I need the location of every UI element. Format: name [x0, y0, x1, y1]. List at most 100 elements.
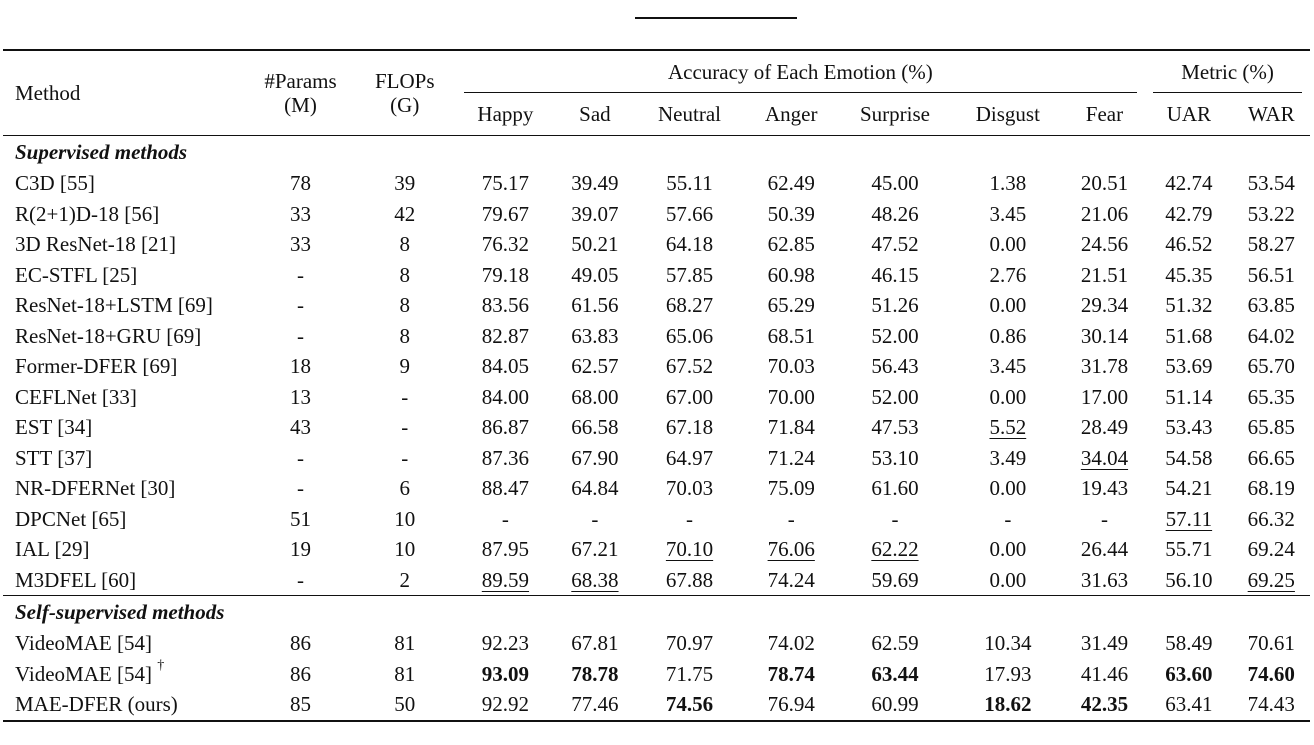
value-cell: 31.63	[1064, 565, 1145, 596]
value-cell: 82.87	[456, 321, 556, 352]
value-cell: 0.86	[952, 321, 1064, 352]
value-text: 3.49	[989, 445, 1027, 470]
value-cell: 62.85	[744, 229, 838, 260]
value-cell: 56.10	[1145, 565, 1232, 596]
method-name: M3DFEL [60]	[15, 567, 137, 592]
value-text: 0.00	[989, 476, 1027, 500]
value-text: 54.21	[1165, 476, 1213, 500]
value-cell: -	[744, 504, 838, 535]
params-cell: 51	[289, 506, 311, 531]
value-cell: 0.00	[952, 290, 1064, 321]
value-cell: 70.10	[635, 534, 745, 565]
value-text: 39.49	[571, 171, 619, 195]
value-cell: 65.85	[1233, 412, 1310, 443]
params-cell: -	[296, 445, 304, 470]
value-cell: 57.66	[635, 199, 745, 230]
table-row: NR-DFERNet [30] - 6 88.47 64.84 70.03 75.09 61.…	[3, 473, 1310, 504]
value-cell: 39.07	[555, 199, 634, 230]
value-text: 53.43	[1165, 415, 1213, 439]
value-cell: 84.05	[456, 351, 556, 382]
table-row: VideoMAE [54] 86 81 92.23 67.81 70.97 74.02 62.…	[3, 628, 1310, 659]
value-text: 61.56	[571, 293, 619, 317]
value-cell: 68.19	[1233, 473, 1310, 504]
value-cell: -	[952, 504, 1064, 535]
value-cell: 77.46	[555, 689, 635, 722]
value-text: 18.62	[984, 692, 1032, 716]
value-text: 65.70	[1247, 354, 1295, 378]
value-text: 21.51	[1080, 262, 1129, 287]
value-text: 42.35	[1080, 692, 1129, 716]
value-cell: 66.58	[555, 412, 634, 443]
value-text: 58.27	[1247, 232, 1295, 256]
value-text: 52.00	[871, 384, 919, 409]
value-cell: 68.51	[744, 321, 838, 352]
value-cell: 60.99	[838, 689, 952, 722]
value-cell: 63.85	[1233, 290, 1310, 321]
params-cell: -	[296, 567, 304, 592]
value-text: 31.49	[1080, 631, 1129, 655]
flops-cell: 9	[399, 354, 410, 378]
value-text: 46.15	[871, 262, 919, 287]
value-text: 78.78	[571, 661, 619, 686]
value-text: 63.60	[1165, 661, 1213, 686]
value-text: 76.94	[767, 692, 815, 716]
header-flops-line2: (G)	[390, 93, 420, 117]
method-name: IAL [29]	[15, 537, 90, 561]
value-cell: 53.54	[1233, 168, 1310, 199]
value-cell: 47.52	[838, 229, 952, 260]
header-accuracy-group: Accuracy of Each Emotion (%)	[456, 50, 1146, 93]
value-text: 62.59	[871, 631, 919, 655]
value-text: 76.06	[767, 537, 815, 561]
value-cell: 86.87	[456, 412, 556, 443]
header-metric-group: Metric (%)	[1145, 50, 1310, 93]
params-cell: -	[296, 293, 304, 317]
value-cell: 64.97	[635, 443, 745, 474]
table-row: Former-DFER [69] 18 9 84.05 62.57 67.52 70.03 5…	[3, 351, 1310, 382]
value-text: 63.85	[1247, 293, 1295, 317]
value-text: 89.59	[481, 567, 530, 592]
value-cell: 74.43	[1232, 689, 1310, 722]
value-cell: 49.05	[555, 260, 634, 291]
flops-cell: 81	[394, 661, 416, 686]
value-text: 67.88	[665, 567, 714, 592]
value-text: 57.66	[665, 201, 714, 226]
value-text: 0.00	[989, 293, 1027, 317]
value-cell: 45.00	[838, 168, 952, 199]
params-cell: 86	[289, 631, 311, 655]
value-text: 10.34	[984, 631, 1032, 655]
value-cell: 63.44	[838, 659, 952, 690]
value-cell: 67.18	[635, 412, 745, 443]
value-cell: 53.22	[1233, 199, 1310, 230]
header-emotion-disgust: Disgust	[975, 102, 1040, 126]
value-text: 51.14	[1165, 384, 1213, 409]
value-text: 71.24	[767, 445, 815, 470]
value-cell: 70.97	[635, 628, 745, 659]
value-cell: 64.02	[1233, 321, 1310, 352]
method-cell: NR-DFERNet [30]	[3, 473, 247, 504]
header-emotion-happy: Happy	[477, 102, 534, 126]
value-cell: 74.02	[744, 628, 838, 659]
params-cell: 18	[289, 354, 311, 378]
method-name: EST [34]	[15, 415, 93, 439]
value-cell: 79.18	[456, 260, 556, 291]
value-cell: 21.51	[1064, 260, 1145, 291]
table-row: STT [37] - - 87.36 67.90 64.97 71.24 53.10 3.49 3…	[3, 443, 1310, 474]
value-cell: 42.74	[1145, 168, 1232, 199]
value-cell: 67.00	[635, 382, 745, 413]
method-name: DPCNet [65]	[15, 506, 127, 531]
value-cell: 71.75	[635, 659, 745, 690]
value-cell: 76.32	[456, 229, 556, 260]
method-cell: CEFLNet [33]	[3, 382, 247, 413]
value-text: 20.51	[1080, 171, 1129, 195]
value-cell: 46.52	[1145, 229, 1232, 260]
value-cell: 65.06	[635, 321, 745, 352]
value-cell: 71.24	[744, 443, 838, 474]
method-name: STT [37]	[15, 445, 93, 470]
value-cell: 63.41	[1145, 689, 1233, 722]
params-cell: 13	[289, 384, 311, 409]
value-cell: 65.70	[1233, 351, 1310, 382]
value-text: 19.43	[1080, 476, 1129, 500]
method-cell: MAE-DFER (ours)	[3, 689, 248, 722]
value-text: 57.11	[1165, 506, 1213, 531]
method-name: CEFLNet [33]	[15, 384, 137, 409]
